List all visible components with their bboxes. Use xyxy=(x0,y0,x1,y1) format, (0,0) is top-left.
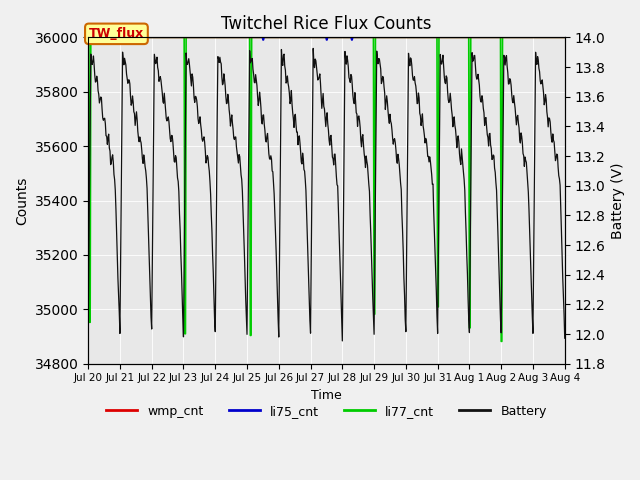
Title: Twitchel Rice Flux Counts: Twitchel Rice Flux Counts xyxy=(221,15,432,33)
Y-axis label: Counts: Counts xyxy=(15,176,29,225)
Text: TW_flux: TW_flux xyxy=(89,27,144,40)
Legend: wmp_cnt, li75_cnt, li77_cnt, Battery: wmp_cnt, li75_cnt, li77_cnt, Battery xyxy=(101,400,552,423)
X-axis label: Time: Time xyxy=(311,389,342,402)
Y-axis label: Battery (V): Battery (V) xyxy=(611,162,625,239)
